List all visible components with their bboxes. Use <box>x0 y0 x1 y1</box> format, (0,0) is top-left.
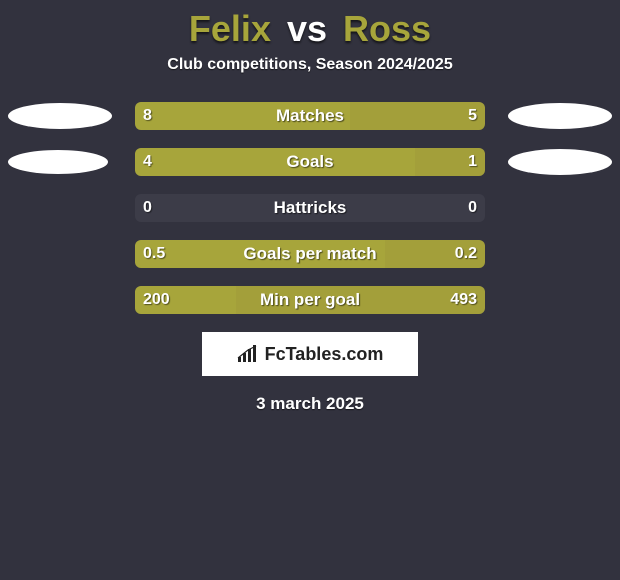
subtitle: Club competitions, Season 2024/2025 <box>0 56 620 74</box>
bar-chart-icon <box>237 345 259 363</box>
stat-row: 8 Matches 5 <box>0 102 620 130</box>
bar-track <box>135 102 485 130</box>
title-vs: vs <box>287 8 327 49</box>
value-left: 0.5 <box>135 240 173 268</box>
value-right: 1 <box>460 148 485 176</box>
value-right: 0 <box>460 194 485 222</box>
player-right-avatar <box>508 103 612 129</box>
value-left: 8 <box>135 102 160 130</box>
page-title: Felix vs Ross <box>0 0 620 50</box>
player-right-avatar <box>508 149 612 175</box>
value-left: 4 <box>135 148 160 176</box>
brand-text: FcTables.com <box>265 344 384 365</box>
title-left: Felix <box>189 8 271 49</box>
bar-track <box>135 194 485 222</box>
brand-badge: FcTables.com <box>202 332 418 376</box>
stat-row: 0.5 Goals per match 0.2 <box>0 240 620 268</box>
value-left: 0 <box>135 194 160 222</box>
stat-row: 200 Min per goal 493 <box>0 286 620 314</box>
comparison-stage: 8 Matches 5 4 Goals 1 0 Hattricks 0 0.5 … <box>0 102 620 314</box>
title-right: Ross <box>343 8 431 49</box>
value-right: 0.2 <box>447 240 485 268</box>
bar-track <box>135 148 485 176</box>
value-right: 5 <box>460 102 485 130</box>
date-label: 3 march 2025 <box>0 394 620 414</box>
bar-track <box>135 240 485 268</box>
player-left-avatar <box>8 103 112 129</box>
bar-track <box>135 286 485 314</box>
bar-left <box>135 148 415 176</box>
stat-row: 4 Goals 1 <box>0 148 620 176</box>
player-left-avatar <box>8 150 108 174</box>
value-left: 200 <box>135 286 178 314</box>
value-right: 493 <box>442 286 485 314</box>
bar-left <box>135 102 350 130</box>
stat-row: 0 Hattricks 0 <box>0 194 620 222</box>
